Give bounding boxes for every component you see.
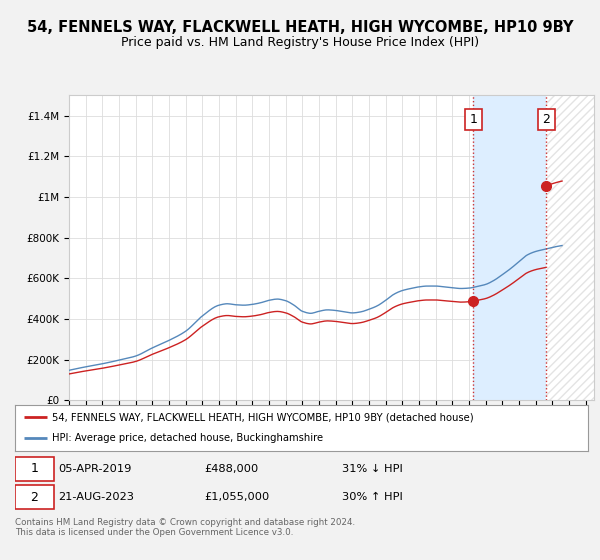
Bar bbox=[473, 95, 547, 400]
Text: 1: 1 bbox=[470, 113, 478, 126]
Text: 21-AUG-2023: 21-AUG-2023 bbox=[58, 492, 134, 502]
Text: 31% ↓ HPI: 31% ↓ HPI bbox=[341, 464, 403, 474]
Bar bbox=[547, 95, 594, 400]
Text: Contains HM Land Registry data © Crown copyright and database right 2024.
This d: Contains HM Land Registry data © Crown c… bbox=[15, 518, 355, 538]
Bar bbox=[547, 95, 594, 400]
Text: 05-APR-2019: 05-APR-2019 bbox=[58, 464, 131, 474]
Text: 2: 2 bbox=[31, 491, 38, 503]
Text: 30% ↑ HPI: 30% ↑ HPI bbox=[341, 492, 403, 502]
Text: 1: 1 bbox=[31, 463, 38, 475]
FancyBboxPatch shape bbox=[15, 456, 54, 481]
Text: Price paid vs. HM Land Registry's House Price Index (HPI): Price paid vs. HM Land Registry's House … bbox=[121, 36, 479, 49]
Text: £1,055,000: £1,055,000 bbox=[204, 492, 269, 502]
Text: 54, FENNELS WAY, FLACKWELL HEATH, HIGH WYCOMBE, HP10 9BY (detached house): 54, FENNELS WAY, FLACKWELL HEATH, HIGH W… bbox=[52, 412, 474, 422]
FancyBboxPatch shape bbox=[15, 485, 54, 510]
Text: 54, FENNELS WAY, FLACKWELL HEATH, HIGH WYCOMBE, HP10 9BY: 54, FENNELS WAY, FLACKWELL HEATH, HIGH W… bbox=[27, 20, 573, 35]
Text: HPI: Average price, detached house, Buckinghamshire: HPI: Average price, detached house, Buck… bbox=[52, 433, 323, 444]
Text: 2: 2 bbox=[542, 113, 550, 126]
Text: £488,000: £488,000 bbox=[204, 464, 259, 474]
